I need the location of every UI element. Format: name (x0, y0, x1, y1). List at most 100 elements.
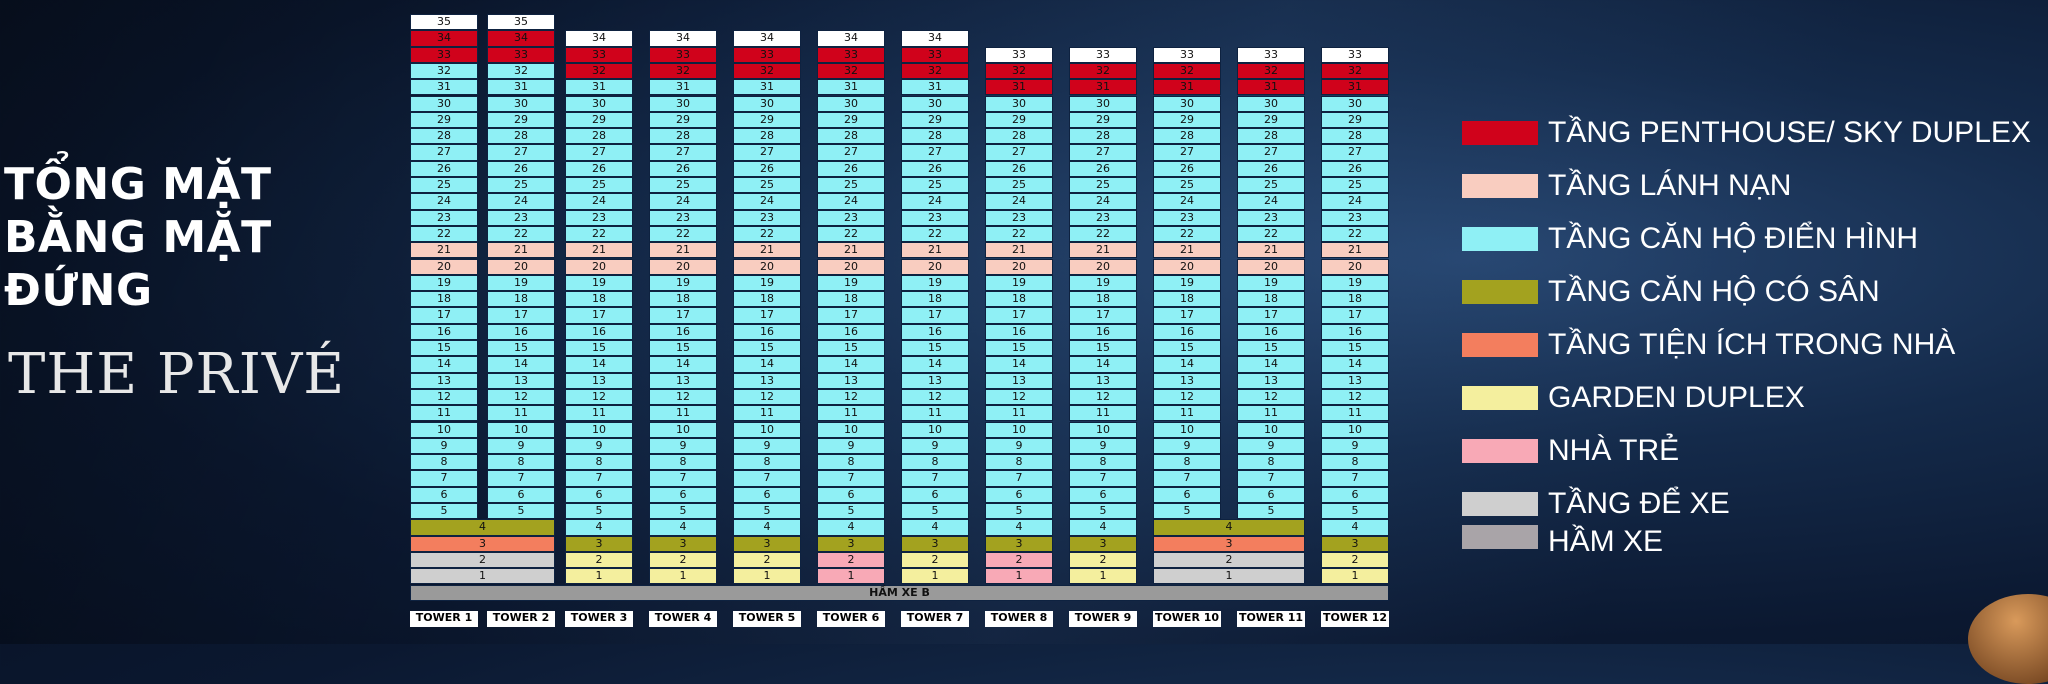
legend-label: TẦNG TIỆN ÍCH TRONG NHÀ (1548, 328, 1956, 361)
podium-floor-cell: 3 (901, 535, 969, 552)
legend-swatch (1462, 280, 1538, 304)
floor-cell: 32 (487, 62, 555, 80)
floor-cell: 6 (487, 486, 555, 503)
floor-cell: 33 (985, 46, 1053, 63)
floor-cell: 14 (649, 356, 717, 373)
floor-cell: 15 (1321, 340, 1389, 357)
floor-cell: 9 (901, 437, 969, 455)
basement-bar: HẦM XE B (410, 584, 1389, 601)
floor-cell: 23 (1321, 209, 1389, 226)
floor-cell: 28 (410, 128, 478, 145)
floor-cell: 22 (487, 225, 555, 243)
floor-cell: 5 (817, 503, 885, 520)
tower-label: TOWER 7 (901, 610, 969, 627)
floor-cell: 29 (985, 111, 1053, 129)
title-line-1: TỔNG MẶT (4, 159, 272, 210)
floor-cell: 23 (1069, 209, 1137, 226)
floor-cell: 29 (817, 111, 885, 129)
floor-cell: 26 (817, 160, 885, 177)
podium-floor-cell: 3 (649, 535, 717, 552)
floor-cell: 30 (1153, 95, 1221, 112)
floor-cell: 19 (1069, 274, 1137, 292)
floor-cell: 8 (1069, 454, 1137, 471)
floor-cell: 31 (649, 79, 717, 96)
floor-cell: 26 (565, 160, 633, 177)
floor-cell: 12 (487, 388, 555, 406)
floor-cell: 24 (649, 193, 717, 210)
legend-label: TẦNG LÁNH NẠN (1548, 169, 1792, 202)
floor-cell: 32 (901, 62, 969, 80)
floor-cell: 9 (1321, 437, 1389, 455)
floor-cell: 16 (1153, 323, 1221, 340)
floor-cell: 10 (649, 421, 717, 438)
floor-cell: 10 (410, 421, 478, 438)
floor-cell: 12 (1321, 388, 1389, 406)
podium-floor-cell: 3 (985, 535, 1053, 552)
floor-cell: 31 (565, 79, 633, 96)
floor-cell: 25 (817, 177, 885, 194)
floor-cell: 22 (565, 225, 633, 243)
floor-cell: 33 (487, 46, 555, 63)
tower-label: TOWER 5 (733, 610, 801, 627)
floor-cell: 21 (1153, 242, 1221, 259)
podium-floor-cell: 1 (985, 568, 1053, 585)
floor-cell: 8 (1321, 454, 1389, 471)
legend-swatch (1462, 439, 1538, 463)
floor-cell: 16 (1069, 323, 1137, 340)
floor-cell: 15 (1069, 340, 1137, 357)
legend-label: GARDEN DUPLEX (1548, 381, 1805, 414)
floor-cell: 30 (1321, 95, 1389, 112)
floor-cell: 19 (733, 274, 801, 292)
floor-cell: 25 (1069, 177, 1137, 194)
floor-cell: 17 (901, 307, 969, 324)
floor-cell: 7 (901, 470, 969, 487)
floor-cell: 29 (649, 111, 717, 129)
floor-cell: 14 (565, 356, 633, 373)
floor-cell: 22 (649, 225, 717, 243)
floor-cell: 6 (565, 486, 633, 503)
floor-cell: 27 (1153, 144, 1221, 161)
floor-cell: 31 (487, 79, 555, 96)
tower-label: TOWER 8 (985, 610, 1053, 627)
floor-cell: 10 (1237, 421, 1305, 438)
floor-cell: 28 (733, 128, 801, 145)
floor-cell: 27 (985, 144, 1053, 161)
floor-cell: 7 (1237, 470, 1305, 487)
tower-label: TOWER 11 (1237, 610, 1305, 627)
floor-cell: 5 (733, 503, 801, 520)
floor-cell: 33 (1069, 46, 1137, 63)
floor-cell: 18 (1237, 291, 1305, 308)
podium-floor-cell: 2 (1153, 551, 1305, 569)
floor-cell: 28 (1069, 128, 1137, 145)
floor-cell: 23 (649, 209, 717, 226)
floor-cell: 21 (1237, 242, 1305, 259)
legend-swatch (1462, 492, 1538, 516)
floor-cell: 25 (410, 177, 478, 194)
floor-cell: 34 (649, 30, 717, 47)
floor-cell: 20 (901, 258, 969, 275)
floor-cell: 13 (1153, 372, 1221, 389)
floor-cell: 18 (649, 291, 717, 308)
floor-cell: 28 (1321, 128, 1389, 145)
floor-cell: 19 (817, 274, 885, 292)
floor-cell: 29 (1069, 111, 1137, 129)
podium-floor-cell: 3 (1153, 535, 1305, 552)
floor-cell: 10 (1321, 421, 1389, 438)
floor-cell: 10 (487, 421, 555, 438)
floor-cell: 21 (649, 242, 717, 259)
floor-cell: 9 (410, 437, 478, 455)
floor-cell: 31 (817, 79, 885, 96)
floor-cell: 25 (733, 177, 801, 194)
floor-cell: 31 (410, 79, 478, 96)
floor-cell: 12 (985, 388, 1053, 406)
floor-cell: 12 (1069, 388, 1137, 406)
podium-floor-cell: 2 (1321, 551, 1389, 569)
floor-cell: 34 (410, 30, 478, 47)
legend-label: TẦNG CĂN HỘ ĐIỂN HÌNH (1548, 222, 1919, 255)
floor-cell: 20 (410, 258, 478, 275)
floor-cell: 26 (985, 160, 1053, 177)
floor-cell: 21 (985, 242, 1053, 259)
floor-cell: 20 (1153, 258, 1221, 275)
floor-cell: 22 (1069, 225, 1137, 243)
floor-cell: 30 (565, 95, 633, 112)
